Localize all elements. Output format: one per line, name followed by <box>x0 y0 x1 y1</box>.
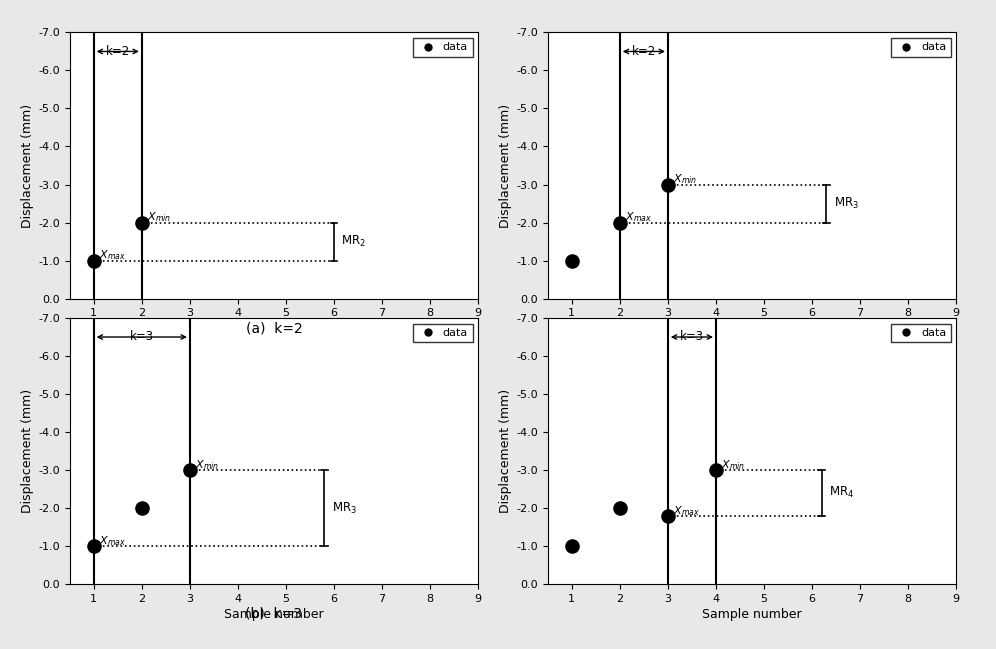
Legend: data: data <box>412 38 472 57</box>
Text: $X_{min}$: $X_{min}$ <box>672 173 697 186</box>
Text: $X_{max}$: $X_{max}$ <box>99 249 125 262</box>
data <box>708 465 724 475</box>
Text: $X_{max}$: $X_{max}$ <box>672 504 700 518</box>
data <box>133 503 149 513</box>
data <box>660 511 676 521</box>
data <box>564 255 580 265</box>
data <box>612 503 627 513</box>
Text: MR$_3$: MR$_3$ <box>834 196 859 211</box>
Y-axis label: Displacement (mm): Displacement (mm) <box>21 389 34 513</box>
Text: $X_{min}$: $X_{min}$ <box>194 458 219 472</box>
Text: $X_{max}$: $X_{max}$ <box>624 211 651 225</box>
Y-axis label: Displacement (mm): Displacement (mm) <box>499 103 512 228</box>
X-axis label: Sample number: Sample number <box>702 608 802 621</box>
Text: $X_{min}$: $X_{min}$ <box>721 458 745 472</box>
Text: (a)  k=2: (a) k=2 <box>246 321 302 336</box>
Text: k=2: k=2 <box>106 45 129 58</box>
Y-axis label: Displacement (mm): Displacement (mm) <box>499 389 512 513</box>
X-axis label: Sample number: Sample number <box>702 323 802 336</box>
Text: (b)  k=3: (b) k=3 <box>245 607 303 621</box>
data <box>612 217 627 228</box>
X-axis label: Sample number: Sample number <box>224 608 324 621</box>
data <box>182 465 198 475</box>
data <box>660 179 676 190</box>
data <box>86 255 102 265</box>
Legend: data: data <box>890 324 950 343</box>
Text: k=3: k=3 <box>129 330 153 343</box>
X-axis label: Sample number: Sample number <box>224 323 324 336</box>
Text: k=3: k=3 <box>680 330 704 343</box>
Y-axis label: Displacement (mm): Displacement (mm) <box>21 103 34 228</box>
Text: MR$_2$: MR$_2$ <box>342 234 366 249</box>
Legend: data: data <box>890 38 950 57</box>
data <box>564 541 580 551</box>
data <box>86 541 102 551</box>
Text: k=2: k=2 <box>631 45 656 58</box>
Text: $X_{min}$: $X_{min}$ <box>146 211 171 225</box>
data <box>133 217 149 228</box>
Legend: data: data <box>412 324 472 343</box>
Text: $X_{max}$: $X_{max}$ <box>99 534 125 548</box>
Text: MR$_3$: MR$_3$ <box>332 500 357 515</box>
Text: MR$_4$: MR$_4$ <box>829 485 854 500</box>
